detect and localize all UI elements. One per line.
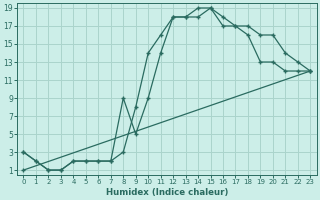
X-axis label: Humidex (Indice chaleur): Humidex (Indice chaleur) [106, 188, 228, 197]
